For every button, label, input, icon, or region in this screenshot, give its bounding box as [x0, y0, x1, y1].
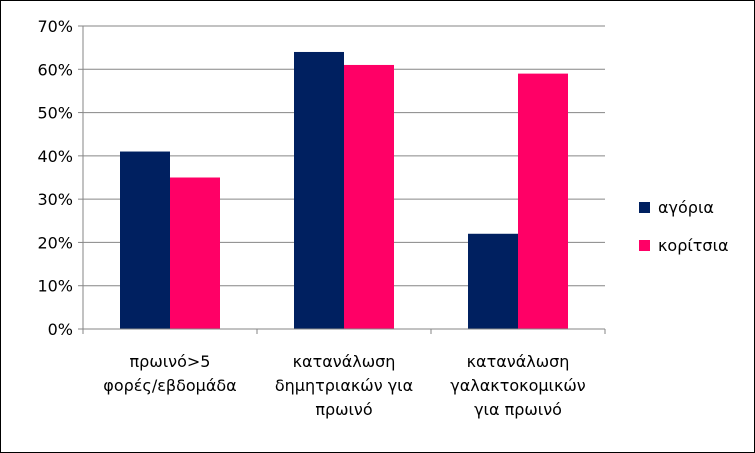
- legend-swatch: [639, 240, 650, 251]
- y-tick-label: 60%: [37, 60, 73, 79]
- x-category-label: δημητριακών για: [275, 376, 413, 395]
- y-tick-label: 20%: [37, 233, 73, 252]
- legend: αγόρια κορίτσια: [639, 198, 729, 255]
- legend-label: αγόρια: [658, 198, 714, 217]
- bars: [120, 51, 568, 329]
- x-category-label: κατανάλωση: [293, 352, 396, 371]
- bar-series1: [294, 51, 344, 329]
- x-category-label: γαλακτοκομικών: [450, 376, 586, 395]
- y-tick-label: 30%: [37, 190, 73, 209]
- x-category-label: φορές/εβδομάδα: [103, 376, 236, 395]
- x-axis-categories: πρωινό>5 φορές/εβδομάδα κατανάλωση δημητρια…: [103, 352, 586, 419]
- y-tick-label: 10%: [37, 277, 73, 296]
- y-tick-label: 70%: [37, 17, 73, 36]
- bar-series1: [468, 233, 518, 329]
- bar-series1: [120, 151, 170, 329]
- bar-series2: [518, 73, 568, 329]
- legend-swatch: [639, 202, 650, 213]
- bar-series2: [344, 64, 394, 329]
- x-category-label: πρωινό>5: [130, 352, 211, 371]
- y-tick-label: 0%: [48, 320, 73, 339]
- legend-label: κορίτσια: [658, 236, 729, 255]
- y-tick-label: 50%: [37, 104, 73, 123]
- x-category-label: για πρωινό: [474, 400, 562, 419]
- y-axis-ticks: 0% 10% 20% 30% 40% 50% 60% 70%: [37, 17, 73, 339]
- axes: [78, 25, 606, 334]
- y-tick-label: 40%: [37, 147, 73, 166]
- bar-series2: [170, 177, 220, 329]
- x-category-label: πρωινό: [315, 400, 372, 419]
- x-category-label: κατανάλωση: [467, 352, 570, 371]
